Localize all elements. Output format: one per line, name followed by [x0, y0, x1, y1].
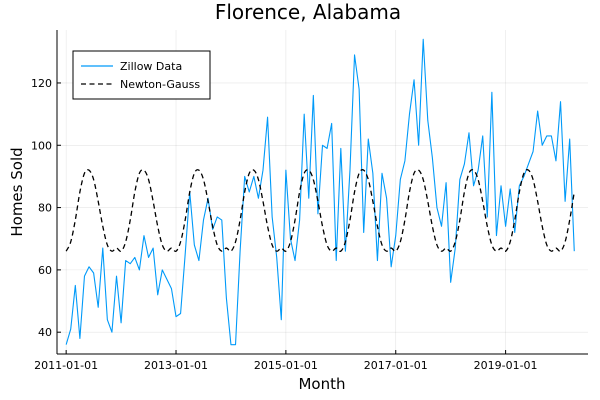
series-line-zillow-data	[65, 38, 575, 346]
y-tick-label: 80	[38, 202, 52, 215]
x-tick-label: 2015-01-01	[254, 359, 318, 372]
x-tick-label: 2017-01-01	[364, 359, 428, 372]
legend-label: Zillow Data	[120, 60, 182, 73]
series-line-newton-gauss	[65, 169, 575, 252]
chart-title: Florence, Alabama	[215, 0, 401, 24]
legend-box	[72, 50, 211, 100]
legend: Zillow Data Newton-Gauss	[72, 50, 211, 100]
series-layer	[65, 38, 575, 346]
x-tick-label: 2011-01-01	[34, 359, 98, 372]
legend-label: Newton-Gauss	[120, 78, 200, 91]
x-axis-label: Month	[298, 375, 345, 393]
x-tick-label: 2019-01-01	[474, 359, 538, 372]
y-tick-label: 40	[38, 326, 52, 339]
x-tick-label: 2013-01-01	[144, 359, 208, 372]
y-tick-label: 120	[31, 77, 52, 90]
y-tick-label: 100	[31, 139, 52, 152]
y-axis-label: Homes Sold	[8, 147, 26, 236]
y-tick-label: 60	[38, 264, 52, 277]
axes: 2011-01-01 2013-01-01 2015-01-01 2017-01-01…	[31, 30, 588, 372]
